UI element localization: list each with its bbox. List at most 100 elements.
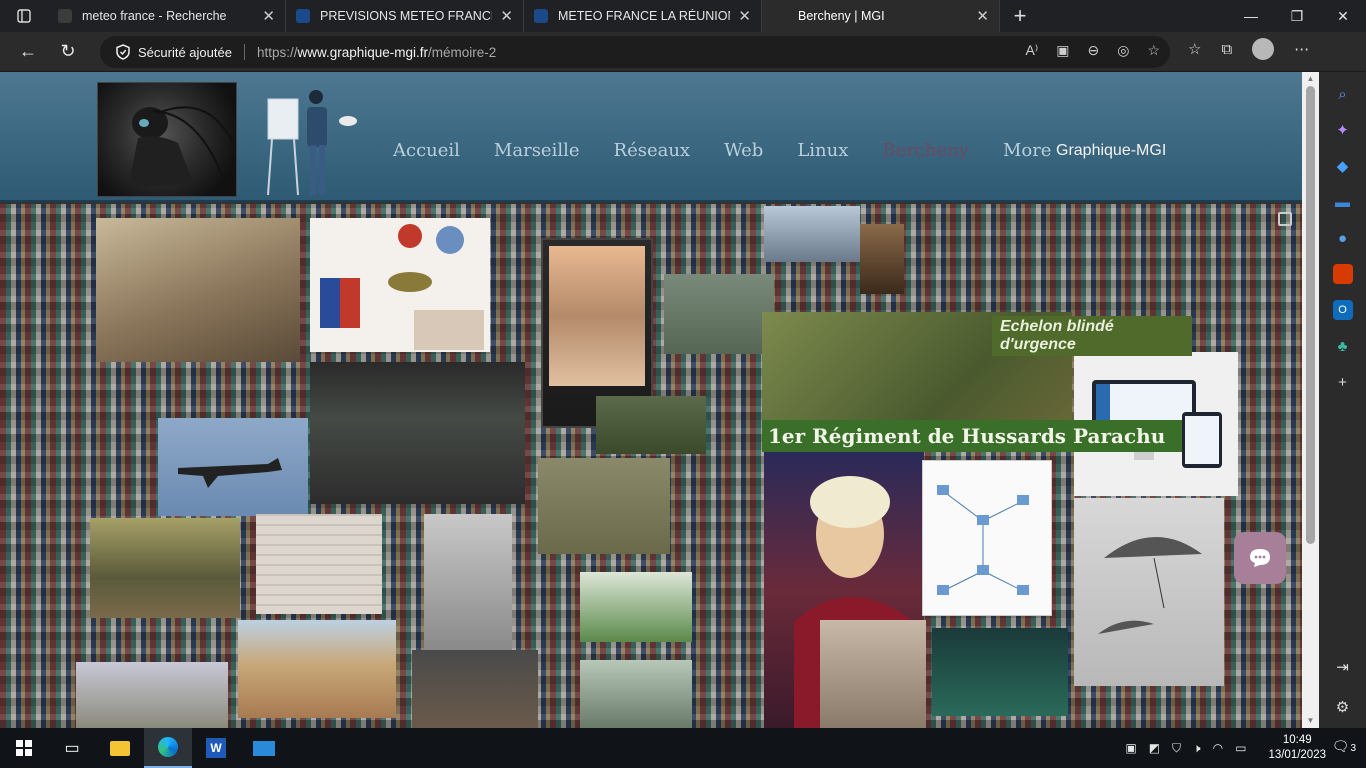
tab-previsions-meteo[interactable]: PREVISIONS METEO FRANCE - Si ✕ bbox=[286, 0, 524, 32]
tab-meteo-recherche[interactable]: meteo france - Recherche ✕ bbox=[48, 0, 286, 32]
edge-sidebar: ⌕ ✦ ◆ ▬ ● O ♣ + ⇥ ⚙ bbox=[1319, 72, 1366, 728]
scroll-up-icon[interactable]: ▲ bbox=[1306, 74, 1315, 83]
clock[interactable]: 10:49 13/01/2023 bbox=[1268, 733, 1326, 763]
scrollbar-thumb[interactable] bbox=[1306, 86, 1315, 544]
tools-icon[interactable]: ▬ bbox=[1335, 193, 1350, 211]
aircraft-photo[interactable] bbox=[158, 418, 308, 516]
photo-collage: Echelon blindé d'urgence 1er Régiment de… bbox=[0, 204, 1302, 728]
scroll-down-icon[interactable]: ▼ bbox=[1306, 716, 1315, 725]
robot-logo-image[interactable] bbox=[97, 82, 237, 197]
insignia-photo[interactable] bbox=[310, 218, 490, 352]
profile-avatar[interactable] bbox=[1252, 38, 1275, 60]
tank-photo[interactable] bbox=[596, 396, 706, 454]
document-photo[interactable] bbox=[256, 514, 382, 614]
refresh-button[interactable]: ↻ bbox=[60, 41, 76, 61]
thumbnail-photo[interactable] bbox=[860, 224, 904, 294]
nav-link-accueil[interactable]: Accueil bbox=[393, 140, 460, 161]
discover-icon[interactable]: ✦ bbox=[1336, 122, 1349, 139]
hide-sidebar-icon[interactable]: ⇥ bbox=[1336, 659, 1349, 676]
new-tab-button[interactable]: + bbox=[1013, 3, 1027, 28]
notification-center-icon[interactable]: 🗨3 bbox=[1331, 738, 1356, 754]
meet-now-icon[interactable]: ▣ bbox=[1125, 741, 1137, 755]
water-training-photo[interactable] bbox=[932, 628, 1068, 716]
capture-icon[interactable]: ◩ bbox=[1148, 741, 1161, 755]
parachute-photo[interactable] bbox=[1074, 498, 1224, 686]
tree-icon[interactable]: ♣ bbox=[1337, 337, 1348, 355]
immersive-reader-icon[interactable]: ▣ bbox=[1056, 42, 1070, 58]
cavalry-photo[interactable] bbox=[96, 218, 300, 362]
zoom-icon[interactable]: ⊖ bbox=[1087, 42, 1100, 58]
games-icon[interactable]: ● bbox=[1337, 229, 1348, 247]
shopping-tag-icon[interactable]: ◆ bbox=[1336, 158, 1349, 175]
wifi-icon[interactable]: ◠ bbox=[1212, 741, 1224, 755]
battery-icon[interactable]: ▭ bbox=[1235, 741, 1247, 755]
office-icon[interactable] bbox=[1332, 264, 1353, 284]
security-shield-icon[interactable]: ⛉ bbox=[1172, 740, 1182, 755]
nav-link-reseaux[interactable]: Réseaux bbox=[613, 140, 691, 161]
village-photo[interactable] bbox=[238, 620, 396, 718]
restore-button[interactable]: ❐ bbox=[1290, 7, 1304, 24]
close-tab-icon[interactable]: ✕ bbox=[976, 8, 989, 25]
soldiers-training-photo[interactable] bbox=[538, 458, 670, 554]
start-icon[interactable] bbox=[0, 728, 48, 768]
street-patrol-photo[interactable] bbox=[76, 662, 228, 728]
close-tab-icon[interactable]: ✕ bbox=[738, 8, 751, 25]
url-field[interactable]: Sécurité ajoutée https://www.graphique-m… bbox=[100, 36, 1170, 68]
group-photo[interactable] bbox=[412, 650, 538, 728]
favorites-icon[interactable]: ☆ bbox=[1188, 41, 1202, 58]
thumbnail-photo[interactable] bbox=[764, 206, 860, 262]
site-favicon-icon bbox=[296, 9, 310, 23]
web-page: Accueil Marseille Réseaux Web Linux Berc… bbox=[0, 72, 1302, 728]
back-button[interactable]: ← bbox=[19, 41, 37, 61]
exercise-photo[interactable] bbox=[580, 572, 692, 642]
edge-browser-icon[interactable] bbox=[144, 728, 192, 768]
armored-vehicle-photo[interactable] bbox=[90, 518, 240, 618]
close-window-button[interactable]: ✕ bbox=[1337, 7, 1349, 24]
tab-bercheny-mgi[interactable]: Bercheny | MGI ✕ bbox=[762, 0, 1000, 32]
mail-icon[interactable] bbox=[240, 728, 288, 768]
security-indicator[interactable]: Sécurité ajoutée bbox=[116, 44, 232, 60]
tracking-prevention-icon[interactable]: ◎ bbox=[1117, 42, 1130, 58]
painter-illustration bbox=[262, 87, 362, 197]
volume-muted-icon[interactable]: 🕨 bbox=[1193, 740, 1201, 755]
system-tray: ▣ ◩ ⛉ 🕨 ◠ ▭ 10:49 13/01/2023 bbox=[1125, 728, 1326, 768]
add-favorite-icon[interactable]: ☆ bbox=[1147, 42, 1160, 58]
tab-title: meteo france - Recherche bbox=[82, 9, 227, 23]
tab-actions-icon bbox=[17, 9, 31, 23]
network-diagram-photo[interactable] bbox=[922, 460, 1052, 616]
climbing-wall-photo[interactable] bbox=[820, 620, 926, 728]
robot-figure-icon bbox=[128, 106, 234, 188]
settings-gear-icon[interactable]: ⚙ bbox=[1335, 699, 1350, 716]
regiment-banner[interactable]: Echelon blindé d'urgence 1er Régiment de… bbox=[762, 312, 1192, 452]
vehicle-field-photo[interactable] bbox=[580, 660, 692, 728]
banner-bottom-text: 1er Régiment de Hussards Parachu bbox=[762, 420, 1182, 452]
transport-plane-photo[interactable] bbox=[310, 362, 525, 504]
word-icon[interactable]: W bbox=[192, 728, 240, 768]
tab-meteo-reunion[interactable]: METEO FRANCE LA RÉUNION pa ✕ bbox=[524, 0, 762, 32]
nav-link-linux[interactable]: Linux bbox=[797, 140, 849, 161]
close-tab-icon[interactable]: ✕ bbox=[262, 8, 275, 25]
collections-icon[interactable]: ⧉ bbox=[1221, 40, 1233, 58]
task-view-icon[interactable]: ▭ bbox=[64, 740, 80, 757]
chat-button[interactable] bbox=[1234, 532, 1286, 584]
nav-link-marseille[interactable]: Marseille bbox=[493, 140, 580, 161]
file-explorer-icon[interactable] bbox=[96, 728, 144, 768]
nav-link-web[interactable]: Web bbox=[724, 140, 764, 161]
add-sidebar-app-icon[interactable]: + bbox=[1338, 373, 1347, 391]
nav-link-bercheny[interactable]: Bercheny bbox=[882, 140, 969, 161]
shield-icon bbox=[116, 44, 130, 60]
read-aloud-icon[interactable]: A⁾ bbox=[1025, 42, 1039, 58]
tab-actions-button[interactable] bbox=[0, 0, 48, 32]
outlook-icon[interactable]: O bbox=[1332, 300, 1353, 320]
fullscreen-icon[interactable] bbox=[1278, 212, 1292, 226]
site-brand[interactable]: Graphique-MGI bbox=[1056, 142, 1167, 159]
page-scrollbar[interactable]: ▲ ▼ bbox=[1302, 72, 1319, 728]
climbing-photo[interactable] bbox=[424, 514, 512, 650]
notification-count: 3 bbox=[1350, 743, 1356, 754]
search-icon[interactable]: ⌕ bbox=[1338, 85, 1347, 103]
more-menu-icon[interactable]: ⋯ bbox=[1294, 41, 1310, 58]
nav-link-more[interactable]: More bbox=[1002, 140, 1052, 161]
parade-photo[interactable] bbox=[664, 274, 774, 354]
minimize-button[interactable]: — bbox=[1244, 8, 1258, 24]
close-tab-icon[interactable]: ✕ bbox=[500, 8, 513, 25]
